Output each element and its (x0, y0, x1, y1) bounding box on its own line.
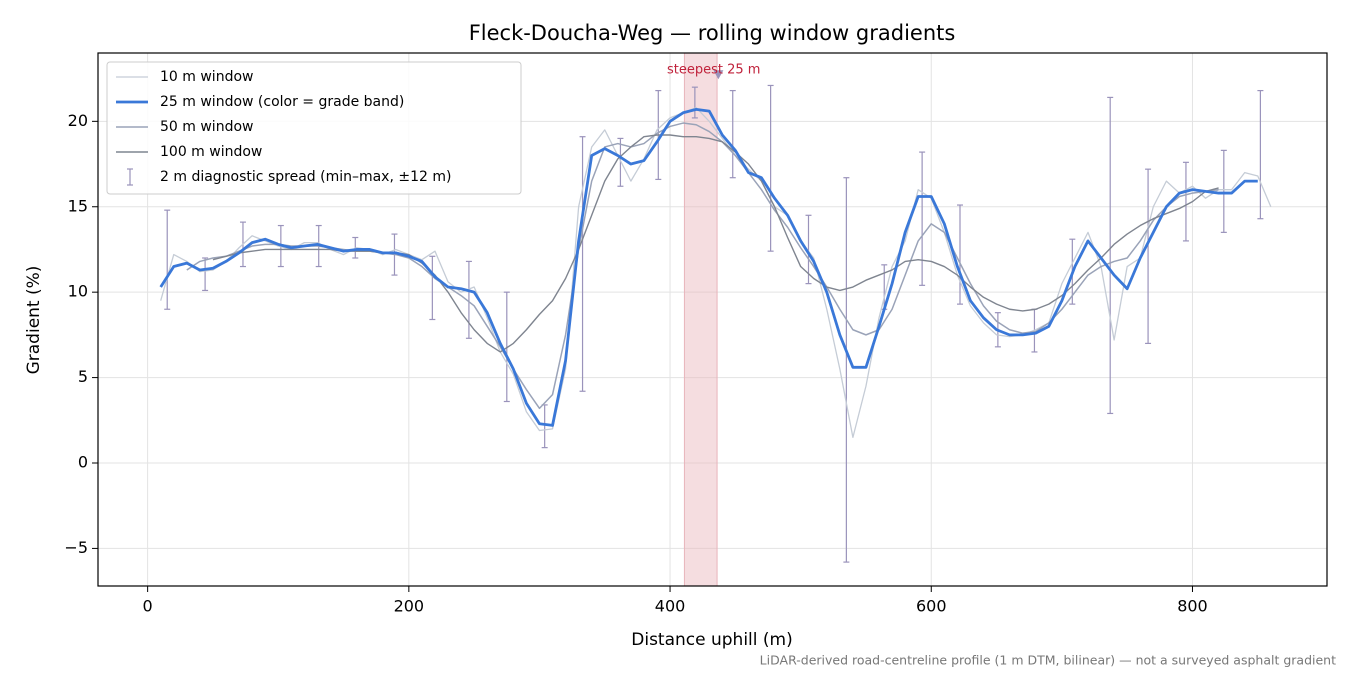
error-bar (1107, 96, 1114, 415)
y-tick-label: 5 (78, 367, 88, 386)
error-bar (579, 136, 586, 392)
x-tick-label: 400 (655, 597, 686, 616)
error-bar (429, 255, 436, 321)
error-bar (956, 204, 963, 305)
error-bar (919, 151, 926, 286)
y-axis-label: Gradient (%) (24, 266, 44, 375)
highlight-label: steepest 25 m (667, 63, 760, 78)
error-bar (1145, 168, 1152, 345)
x-axis-label: Distance uphill (m) (631, 630, 792, 650)
error-bar (465, 260, 472, 339)
y-tick-label: −5 (64, 538, 88, 557)
series-line (159, 107, 1258, 427)
y-tick-label: 20 (68, 111, 88, 130)
error-bar (805, 214, 812, 285)
chart-title: Fleck-Doucha-Weg — rolling window gradie… (469, 21, 956, 45)
legend-label: 100 m window (160, 144, 262, 160)
legend-label: 2 m diagnostic spread (min–max, ±12 m) (160, 169, 451, 185)
error-bar (1257, 89, 1264, 220)
error-bar (164, 209, 171, 310)
x-tick-label: 0 (143, 597, 153, 616)
steepest-marker (713, 70, 724, 80)
error-bar (617, 137, 624, 187)
legend-label: 50 m window (160, 119, 253, 135)
error-bar (843, 177, 850, 563)
x-tick-label: 800 (1177, 597, 1208, 616)
error-bar (1182, 161, 1189, 242)
footnote: LiDAR-derived road-centreline profile (1… (760, 653, 1336, 668)
error-bar (767, 84, 774, 252)
legend-label: 10 m window (160, 69, 253, 85)
error-bar (541, 404, 548, 449)
legend: 10 m window 25 m window (color = grade ba… (106, 61, 522, 195)
series-line (160, 107, 1272, 439)
x-tick-label: 600 (916, 597, 947, 616)
error-bar (691, 86, 698, 119)
legend-label: 25 m window (color = grade band) (160, 94, 404, 110)
plot-frame (97, 52, 1328, 587)
y-tick-label: 15 (68, 196, 88, 215)
y-tick-label: 10 (68, 282, 88, 301)
error-bar (729, 89, 736, 179)
x-tick-label: 200 (394, 597, 425, 616)
legend-box (106, 61, 522, 195)
error-bar (202, 257, 209, 292)
error-bar (1220, 149, 1227, 233)
y-tick-label: 0 (78, 453, 88, 472)
error-bar (503, 291, 510, 403)
